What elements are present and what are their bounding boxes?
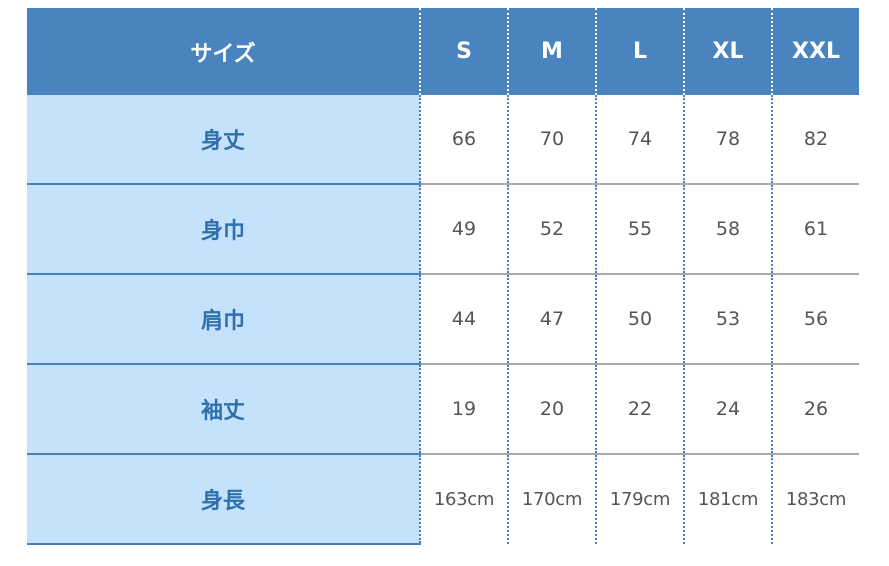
cell: 56 [771, 273, 859, 364]
row-label: 身長 [27, 453, 420, 545]
cell: 58 [683, 183, 772, 274]
size-table: サイズ S M L XL XXL 身丈 66 70 74 78 82 身巾 49… [27, 8, 859, 545]
table-row: 身丈 66 70 74 78 82 [27, 95, 859, 184]
header-size-label: サイズ [27, 8, 420, 95]
table-row: 身巾 49 52 55 58 61 [27, 183, 859, 274]
row-label: 袖丈 [27, 363, 420, 454]
table-row: 肩巾 44 47 50 53 56 [27, 273, 859, 364]
table-row: 袖丈 19 20 22 24 26 [27, 363, 859, 454]
header-size-l: L [595, 8, 684, 95]
cell: 179cm [595, 453, 684, 544]
cell: 55 [595, 183, 684, 274]
header-size-s: S [419, 8, 508, 95]
cell: 47 [507, 273, 596, 364]
cell: 61 [771, 183, 859, 274]
header-size-xxl: XXL [771, 8, 859, 95]
cell: 66 [419, 95, 508, 184]
header-size-xl: XL [683, 8, 772, 95]
cell: 78 [683, 95, 772, 184]
header-size-m: M [507, 8, 596, 95]
row-label: 身丈 [27, 95, 420, 184]
cell: 74 [595, 95, 684, 184]
cell: 183cm [771, 453, 859, 544]
cell: 44 [419, 273, 508, 364]
cell: 22 [595, 363, 684, 454]
cell: 50 [595, 273, 684, 364]
cell: 170cm [507, 453, 596, 544]
cell: 53 [683, 273, 772, 364]
cell: 52 [507, 183, 596, 274]
cell: 163cm [419, 453, 508, 544]
cell: 26 [771, 363, 859, 454]
row-label: 身巾 [27, 183, 420, 274]
header-row: サイズ S M L XL XXL [27, 8, 859, 95]
table-row: 身長 163cm 170cm 179cm 181cm 183cm [27, 453, 859, 545]
cell: 24 [683, 363, 772, 454]
row-label: 肩巾 [27, 273, 420, 364]
cell: 49 [419, 183, 508, 274]
cell: 70 [507, 95, 596, 184]
cell: 20 [507, 363, 596, 454]
cell: 181cm [683, 453, 772, 544]
cell: 82 [771, 95, 859, 184]
cell: 19 [419, 363, 508, 454]
